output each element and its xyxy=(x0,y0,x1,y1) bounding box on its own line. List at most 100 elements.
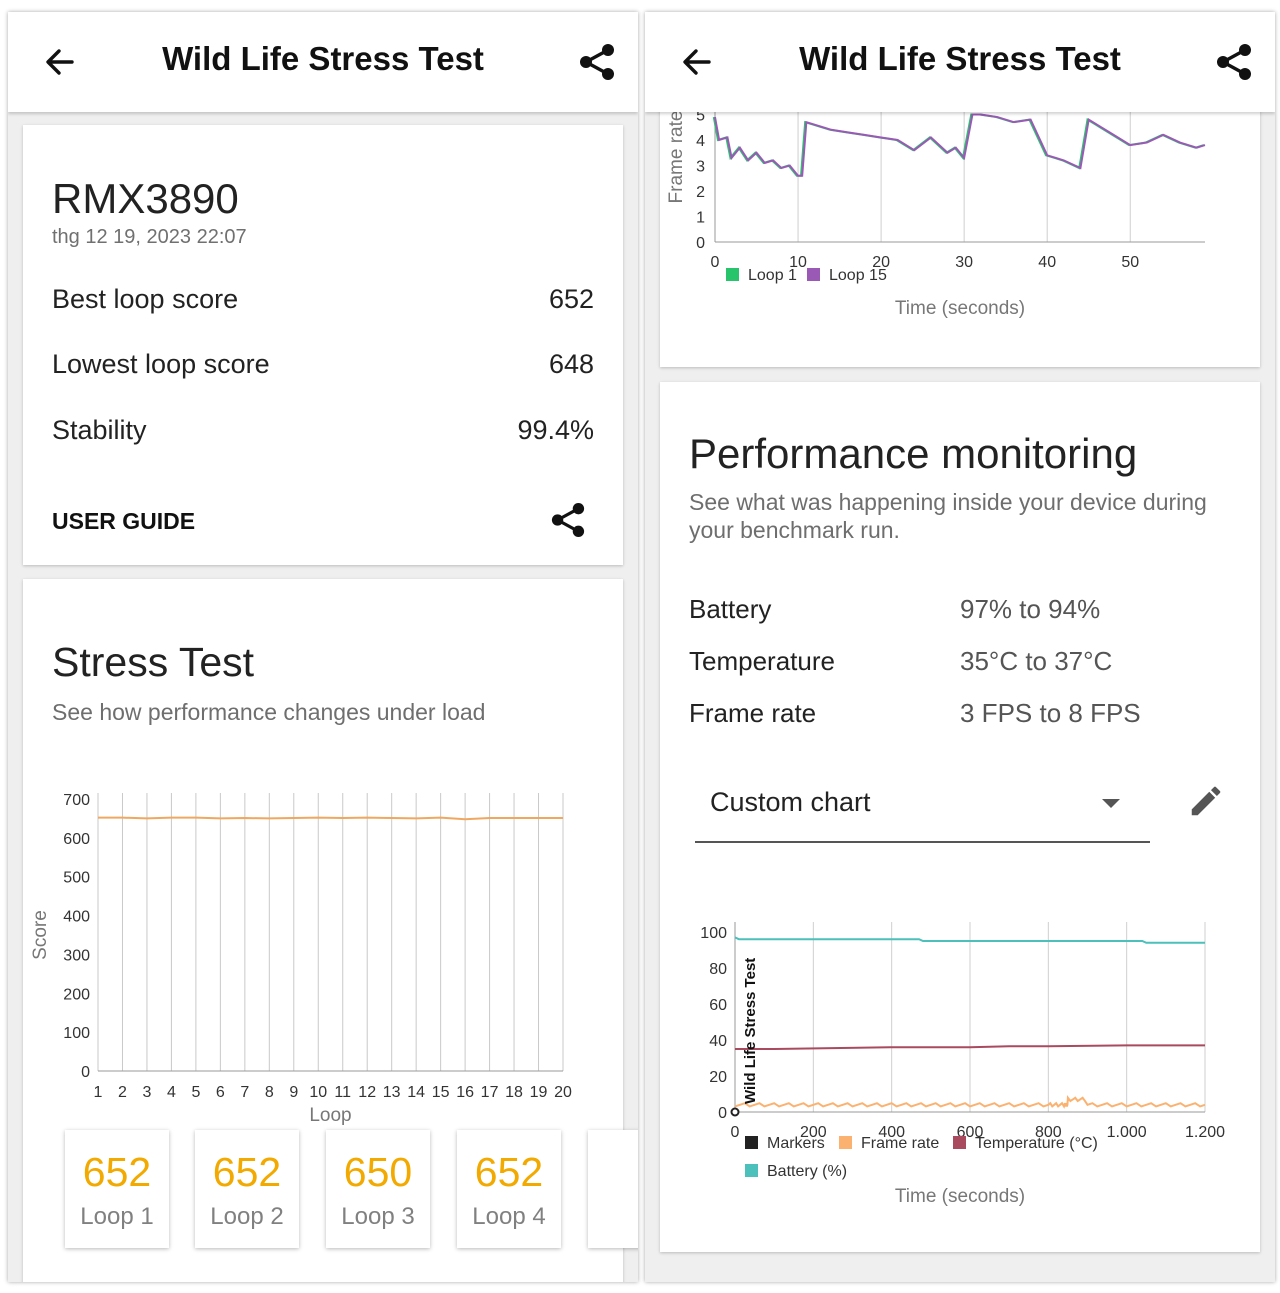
x-tick-label: 2 xyxy=(118,1084,127,1101)
performance-title: Performance monitoring xyxy=(689,430,1138,477)
frame-rate-label: Frame rate xyxy=(689,698,817,728)
edit-pencil-icon[interactable] xyxy=(1187,782,1225,820)
y-tick-label: 2 xyxy=(696,184,705,201)
y-tick-label: 5 xyxy=(696,108,705,125)
frame-rate-series-line xyxy=(714,113,1206,177)
legend-swatch xyxy=(745,1136,758,1149)
x-tick-label: 1.000 xyxy=(1107,1124,1147,1141)
stability-value: 99.4% xyxy=(517,415,594,445)
y-tick-label: 0 xyxy=(81,1064,90,1081)
legend-swatch xyxy=(953,1136,966,1149)
loop-tile[interactable]: 652 Loop 1 xyxy=(65,1130,169,1248)
legend-label: Frame rate xyxy=(861,1135,939,1152)
y-tick-label: 400 xyxy=(63,909,90,926)
loop-tile-partial[interactable] xyxy=(588,1130,638,1248)
performance-subtitle: See what was happening inside your devic… xyxy=(689,489,1207,543)
app-bar-title: Wild Life Stress Test xyxy=(799,40,1121,77)
x-tick-label: 40 xyxy=(1038,254,1056,271)
y-tick-label: 100 xyxy=(700,925,727,942)
temperature-label: Temperature xyxy=(689,646,835,676)
right-screen: 0 10 20 30 40 50 0 1 2 3 4 5 Frame rate Loop 1 Loop 15… xyxy=(645,12,1275,1282)
lowest-loop-label: Lowest loop score xyxy=(52,349,270,379)
y-tick-label: 3 xyxy=(696,159,705,176)
y-axis-label: Score xyxy=(30,910,51,960)
loop-tile[interactable]: 650 Loop 3 xyxy=(326,1130,430,1248)
score-chart: 1 2 3 4 5 6 7 8 9 10 11 12 13 14 15 16 17 18 19 20010020030… xyxy=(30,792,572,1126)
loop-name: Loop 2 xyxy=(210,1203,284,1230)
x-tick-label: 10 xyxy=(789,254,807,271)
x-axis-label: Time (seconds) xyxy=(895,298,1025,319)
x-tick-label: 200 xyxy=(800,1124,827,1141)
y-tick-label: 40 xyxy=(709,1033,727,1050)
x-tick-label: 12 xyxy=(358,1084,376,1101)
legend-label: Markers xyxy=(767,1135,825,1152)
y-tick-label: 200 xyxy=(63,986,90,1003)
legend-label: Temperature (°C) xyxy=(975,1135,1098,1152)
perf-series-line xyxy=(735,1044,1205,1050)
x-tick-label: 5 xyxy=(191,1084,200,1101)
y-tick-label: 100 xyxy=(63,1025,90,1042)
legend-swatch xyxy=(726,268,739,281)
y-tick-label: 500 xyxy=(63,870,90,887)
stress-test-card: Stress Test See how performance changes … xyxy=(23,579,638,1282)
app-bar: Wild Life Stress Test xyxy=(645,12,1275,112)
custom-chart: 0 200 400 600 800 1.000 1.200020406080100Wild … xyxy=(700,922,1225,1207)
run-datetime: thg 12 19, 2023 22:07 xyxy=(52,226,247,248)
legend-swatch xyxy=(745,1164,758,1177)
x-tick-label: 9 xyxy=(289,1084,298,1101)
frame-rate-chart-card: 0 10 20 30 40 50 0 1 2 3 4 5 Frame rate Loop 1 Loop 15… xyxy=(660,92,1260,367)
x-tick-label: 15 xyxy=(432,1084,450,1101)
x-tick-label: 8 xyxy=(265,1084,274,1101)
legend-swatch xyxy=(839,1136,852,1149)
legend-label: Loop 1 xyxy=(748,267,797,284)
x-tick-label: 18 xyxy=(505,1084,523,1101)
legend-swatch xyxy=(807,268,820,281)
left-screen: Wild Life Stress Test RMX3890 thg 12 19,… xyxy=(8,12,638,1282)
x-tick-label: 400 xyxy=(878,1124,905,1141)
back-arrow-icon[interactable] xyxy=(679,44,715,80)
x-tick-label: 6 xyxy=(216,1084,225,1101)
share-icon[interactable] xyxy=(578,42,616,82)
legend-label: Battery (%) xyxy=(767,1163,847,1180)
x-axis-label: Time (seconds) xyxy=(895,1186,1025,1207)
loop-name: Loop 1 xyxy=(80,1203,154,1230)
frame-rate-value: 3 FPS to 8 FPS xyxy=(960,698,1141,728)
custom-chart-select[interactable]: Custom chart xyxy=(695,767,1150,843)
loop-tile[interactable]: 652 Loop 4 xyxy=(457,1130,561,1248)
score-series-line xyxy=(98,816,563,821)
x-tick-label: 14 xyxy=(407,1084,425,1101)
legend-label: Loop 15 xyxy=(829,267,887,284)
user-guide-link[interactable]: USER GUIDE xyxy=(52,508,196,534)
x-axis-label: Loop xyxy=(309,1105,351,1126)
loop-tile[interactable]: 652 Loop 2 xyxy=(195,1130,299,1248)
perf-series-line xyxy=(734,936,1205,944)
x-tick-label: 50 xyxy=(1121,254,1139,271)
performance-monitoring-card: Performance monitoring See what was happ… xyxy=(660,382,1260,1252)
x-tick-label: 30 xyxy=(955,254,973,271)
share-result-icon[interactable] xyxy=(550,501,586,539)
y-tick-label: 80 xyxy=(709,961,727,978)
loop-name: Loop 4 xyxy=(472,1203,546,1230)
frame-rate-chart: 0 10 20 30 40 50 0 1 2 3 4 5 Frame rate Loop 1 Loop 15… xyxy=(666,92,1206,319)
loop-score: 652 xyxy=(474,1149,544,1195)
y-tick-label: 1 xyxy=(696,210,705,227)
stress-test-title: Stress Test xyxy=(52,639,255,685)
battery-value: 97% to 94% xyxy=(960,594,1101,624)
x-tick-label: 0 xyxy=(711,254,720,271)
lowest-loop-value: 648 xyxy=(548,349,594,379)
back-arrow-icon[interactable] xyxy=(42,44,78,80)
loop-score: 650 xyxy=(343,1149,413,1195)
marker-label: Wild Life Stress Test xyxy=(742,958,759,1104)
x-tick-label: 0 xyxy=(731,1124,740,1141)
battery-label: Battery xyxy=(689,594,772,624)
x-tick-label: 20 xyxy=(554,1084,572,1101)
y-axis-label: Frame rate xyxy=(666,111,687,204)
y-tick-label: 0 xyxy=(718,1105,727,1122)
summary-card: RMX3890 thg 12 19, 2023 22:07 Best loop … xyxy=(23,125,623,565)
best-loop-value: 652 xyxy=(548,284,594,314)
x-tick-label: 10 xyxy=(309,1084,327,1101)
x-tick-label: 7 xyxy=(240,1084,249,1101)
share-icon[interactable] xyxy=(1215,42,1253,82)
x-tick-label: 11 xyxy=(334,1084,351,1101)
perf-series-line xyxy=(734,1095,1206,1109)
